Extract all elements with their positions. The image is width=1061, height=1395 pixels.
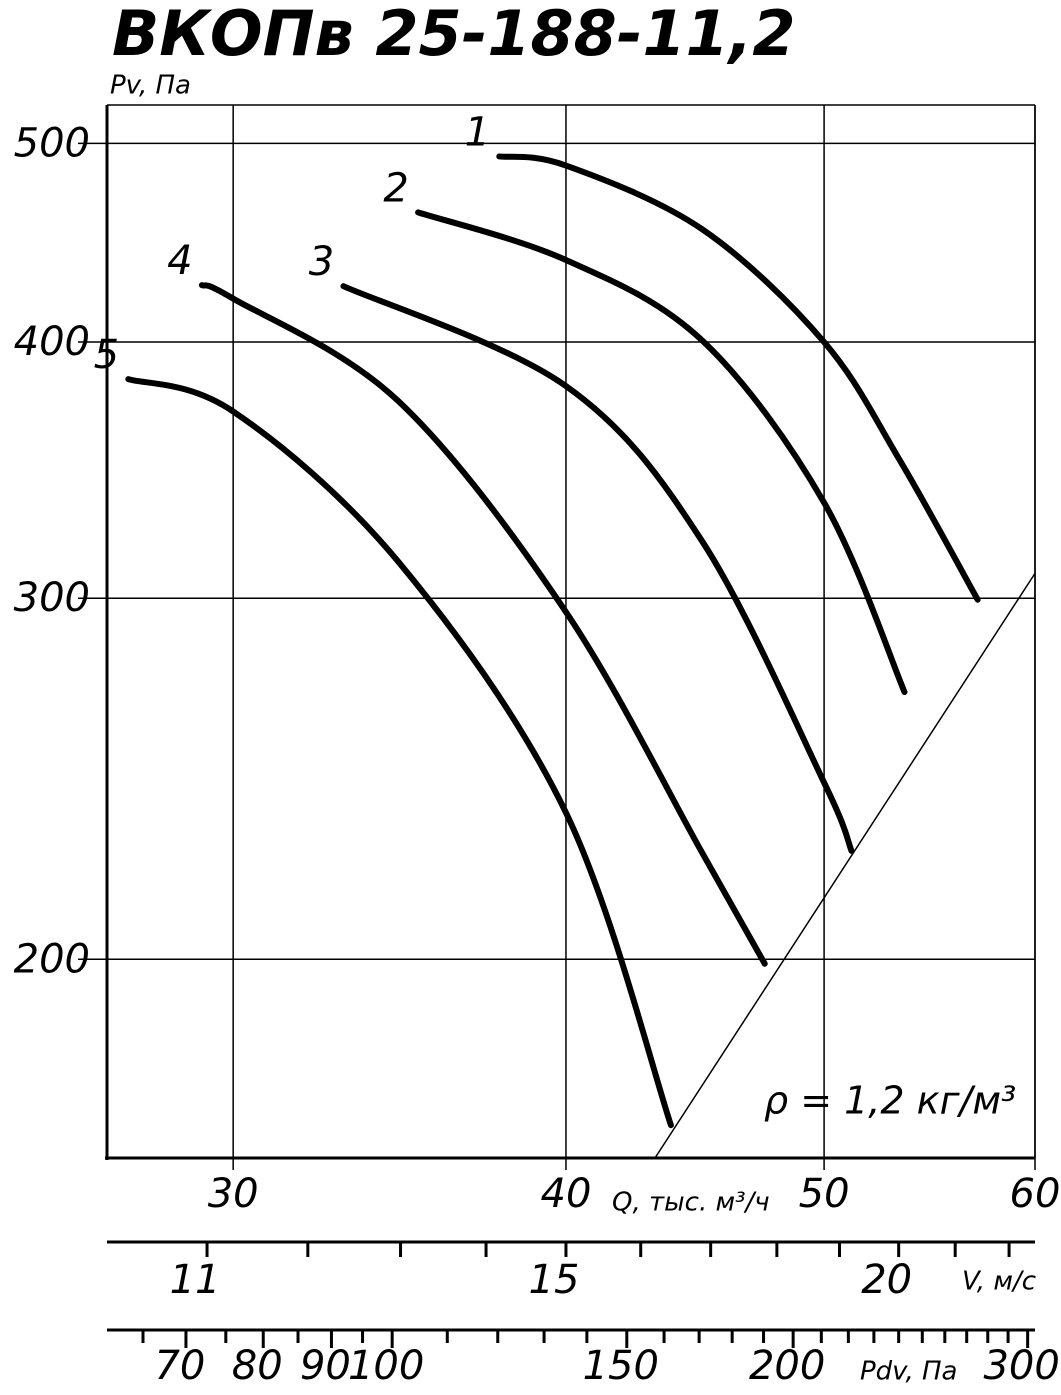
pdv-tick-label: 80 bbox=[232, 1343, 283, 1389]
pdv-tick-label: 70 bbox=[154, 1343, 205, 1389]
x-tick-label: 30 bbox=[208, 1171, 259, 1217]
x-axis-label: Q, тыс. м³/ч bbox=[612, 1188, 770, 1218]
curve bbox=[340, 283, 855, 854]
x-tick-label: 60 bbox=[1010, 1171, 1061, 1217]
curve bbox=[198, 282, 768, 967]
curve-label: 4 bbox=[167, 238, 192, 284]
y-tick-label: 500 bbox=[14, 120, 90, 166]
x-tick-label: 40 bbox=[541, 1171, 592, 1217]
curve-label: 3 bbox=[309, 239, 334, 285]
chart-title: ВКОПв 25-188-11,2 bbox=[112, 0, 795, 70]
curve bbox=[125, 376, 674, 1129]
x-tick-label: 50 bbox=[799, 1171, 850, 1217]
pdv-tick-label: 200 bbox=[749, 1343, 825, 1389]
v-tick-label: 20 bbox=[861, 1257, 912, 1303]
y-tick-label: 300 bbox=[14, 575, 90, 621]
pdv-tick-label: 300 bbox=[983, 1343, 1059, 1389]
curve-label: 5 bbox=[94, 332, 119, 378]
y-tick-label: 400 bbox=[14, 319, 90, 365]
pdv-tick-label: 150 bbox=[583, 1343, 659, 1389]
annotation: ρ = 1,2 кг/м³ bbox=[764, 1079, 1016, 1123]
system-line bbox=[654, 572, 1036, 1159]
curve-label: 1 bbox=[465, 109, 490, 155]
v-axis-label: V, м/с bbox=[962, 1267, 1036, 1297]
curve bbox=[496, 153, 981, 603]
pdv-axis-label: Pdv, Па bbox=[860, 1357, 957, 1387]
v-tick-label: 11 bbox=[170, 1257, 221, 1303]
curve-label: 2 bbox=[383, 165, 408, 211]
pdv-tick-label: 90 bbox=[300, 1343, 351, 1389]
y-axis-label: Pv, Па bbox=[110, 71, 191, 101]
v-tick-label: 15 bbox=[529, 1257, 580, 1303]
curve bbox=[415, 209, 908, 696]
pdv-tick-label: 100 bbox=[348, 1343, 424, 1389]
y-tick-label: 200 bbox=[14, 936, 90, 982]
